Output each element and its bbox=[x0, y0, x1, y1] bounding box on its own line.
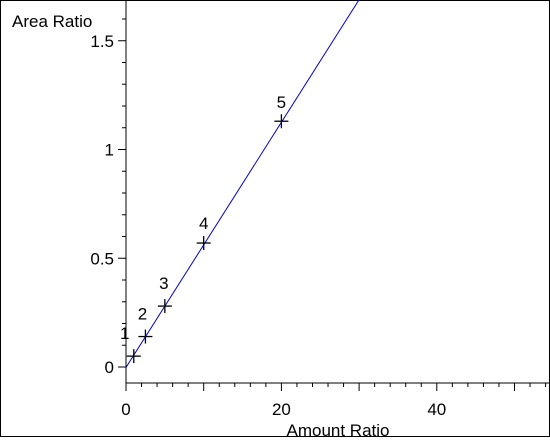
data-points-layer: 1234567 bbox=[120, 93, 289, 364]
data-point-label: 3 bbox=[159, 274, 168, 293]
y-tick-label: 1.5 bbox=[90, 32, 114, 51]
x-tick-label: 40 bbox=[427, 400, 446, 419]
data-point: 2 bbox=[138, 305, 153, 344]
fit-line-layer bbox=[125, 0, 360, 368]
data-point: 4 bbox=[196, 214, 211, 251]
data-point-label: 4 bbox=[199, 214, 208, 233]
data-point-label: 5 bbox=[277, 93, 286, 112]
fit-line bbox=[125, 0, 360, 368]
data-point: 5 bbox=[274, 93, 289, 129]
data-point: 3 bbox=[157, 274, 172, 314]
data-point: 1 bbox=[120, 324, 141, 364]
x-tick-label: 0 bbox=[121, 400, 130, 419]
data-point-label: 2 bbox=[138, 305, 147, 324]
y-axis-label: Area Ratio bbox=[12, 12, 92, 31]
y-tick-label: 1 bbox=[105, 141, 114, 160]
data-point-label: 1 bbox=[120, 324, 129, 343]
y-tick-label: 0 bbox=[105, 358, 114, 377]
x-axis-label: Amount Ratio bbox=[287, 421, 390, 437]
x-tick-label: 20 bbox=[272, 400, 291, 419]
y-tick-label: 0.5 bbox=[90, 249, 114, 268]
